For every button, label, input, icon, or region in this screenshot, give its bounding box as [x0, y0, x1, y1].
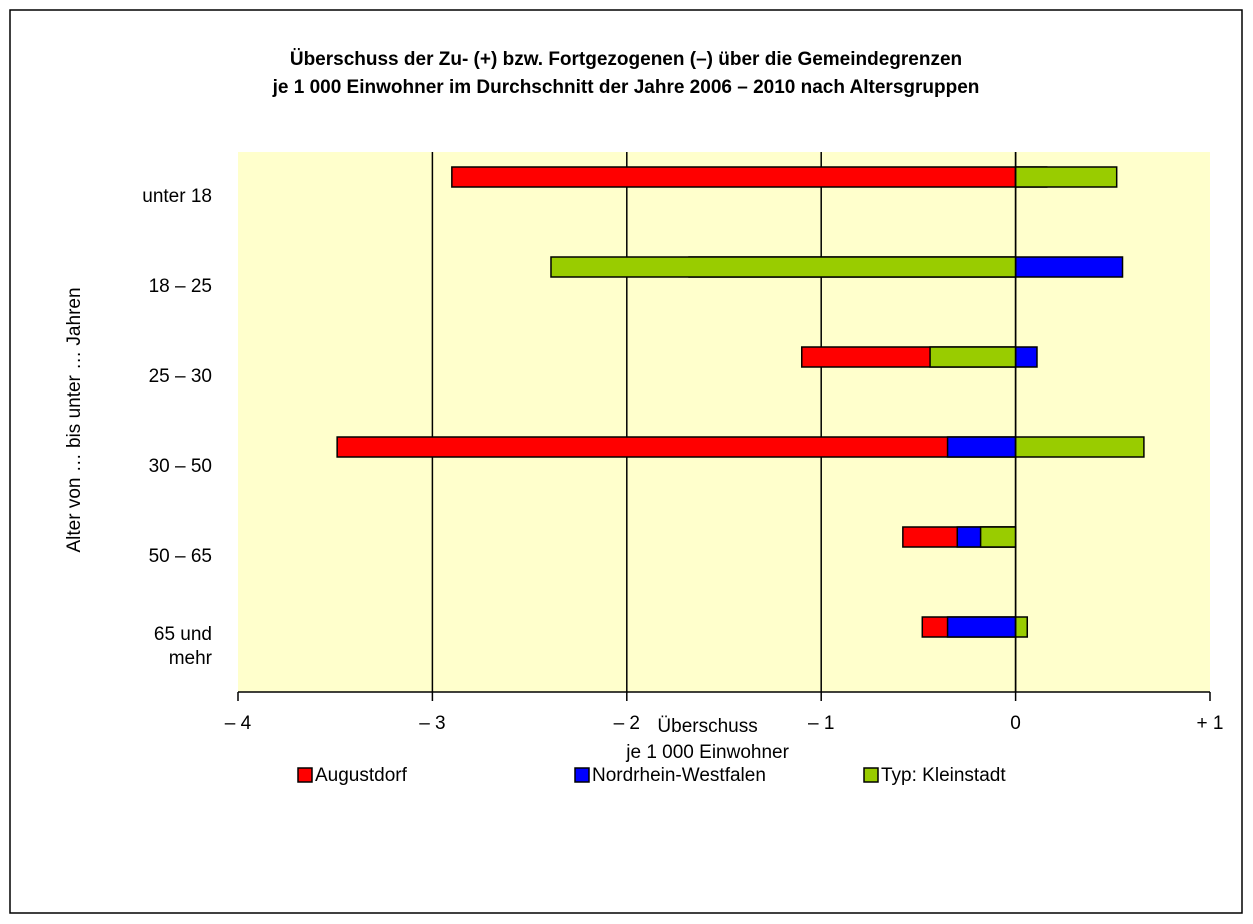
bar — [929, 346, 1017, 368]
x-tick-label: + 1 — [1197, 713, 1224, 734]
legend-swatch — [574, 767, 590, 783]
bar — [946, 436, 1017, 458]
bar — [336, 436, 1017, 458]
y-tick-label: 65 und mehr — [154, 624, 213, 669]
x-tick-label: – 4 — [225, 713, 252, 734]
bar — [451, 166, 1017, 188]
y-tick-label: 30 – 50 — [149, 456, 212, 477]
bar — [946, 616, 1017, 638]
bar — [979, 526, 1017, 548]
bar — [550, 256, 1017, 278]
x-tick-label: 0 — [1010, 713, 1021, 734]
chart-title: Überschuss der Zu- (+) bzw. Fortgezogene… — [272, 49, 980, 98]
bar — [1014, 616, 1029, 638]
y-axis-title: Alter von … bis unter … Jahren — [64, 287, 85, 552]
y-tick-label: 18 – 25 — [149, 276, 212, 297]
legend-swatch — [863, 767, 879, 783]
bar — [1014, 166, 1118, 188]
legend-label: Nordrhein-Westfalen — [592, 765, 766, 786]
y-tick-label: unter 18 — [142, 186, 212, 207]
y-tick-label: 50 – 65 — [149, 546, 212, 567]
y-tick-label: 25 – 30 — [149, 366, 212, 387]
x-axis-title: Überschuss je 1 000 Einwohner — [625, 716, 789, 763]
x-tick-label: – 2 — [614, 713, 640, 734]
legend-label: Augustdorf — [315, 765, 408, 786]
x-tick-label: – 1 — [808, 713, 834, 734]
bar — [1014, 346, 1038, 368]
bar — [1014, 436, 1145, 458]
x-tick-label: – 3 — [419, 713, 445, 734]
plot-area — [238, 152, 1210, 692]
bar — [1014, 256, 1124, 278]
legend-swatch — [297, 767, 313, 783]
legend-label: Typ: Kleinstadt — [881, 765, 1006, 786]
